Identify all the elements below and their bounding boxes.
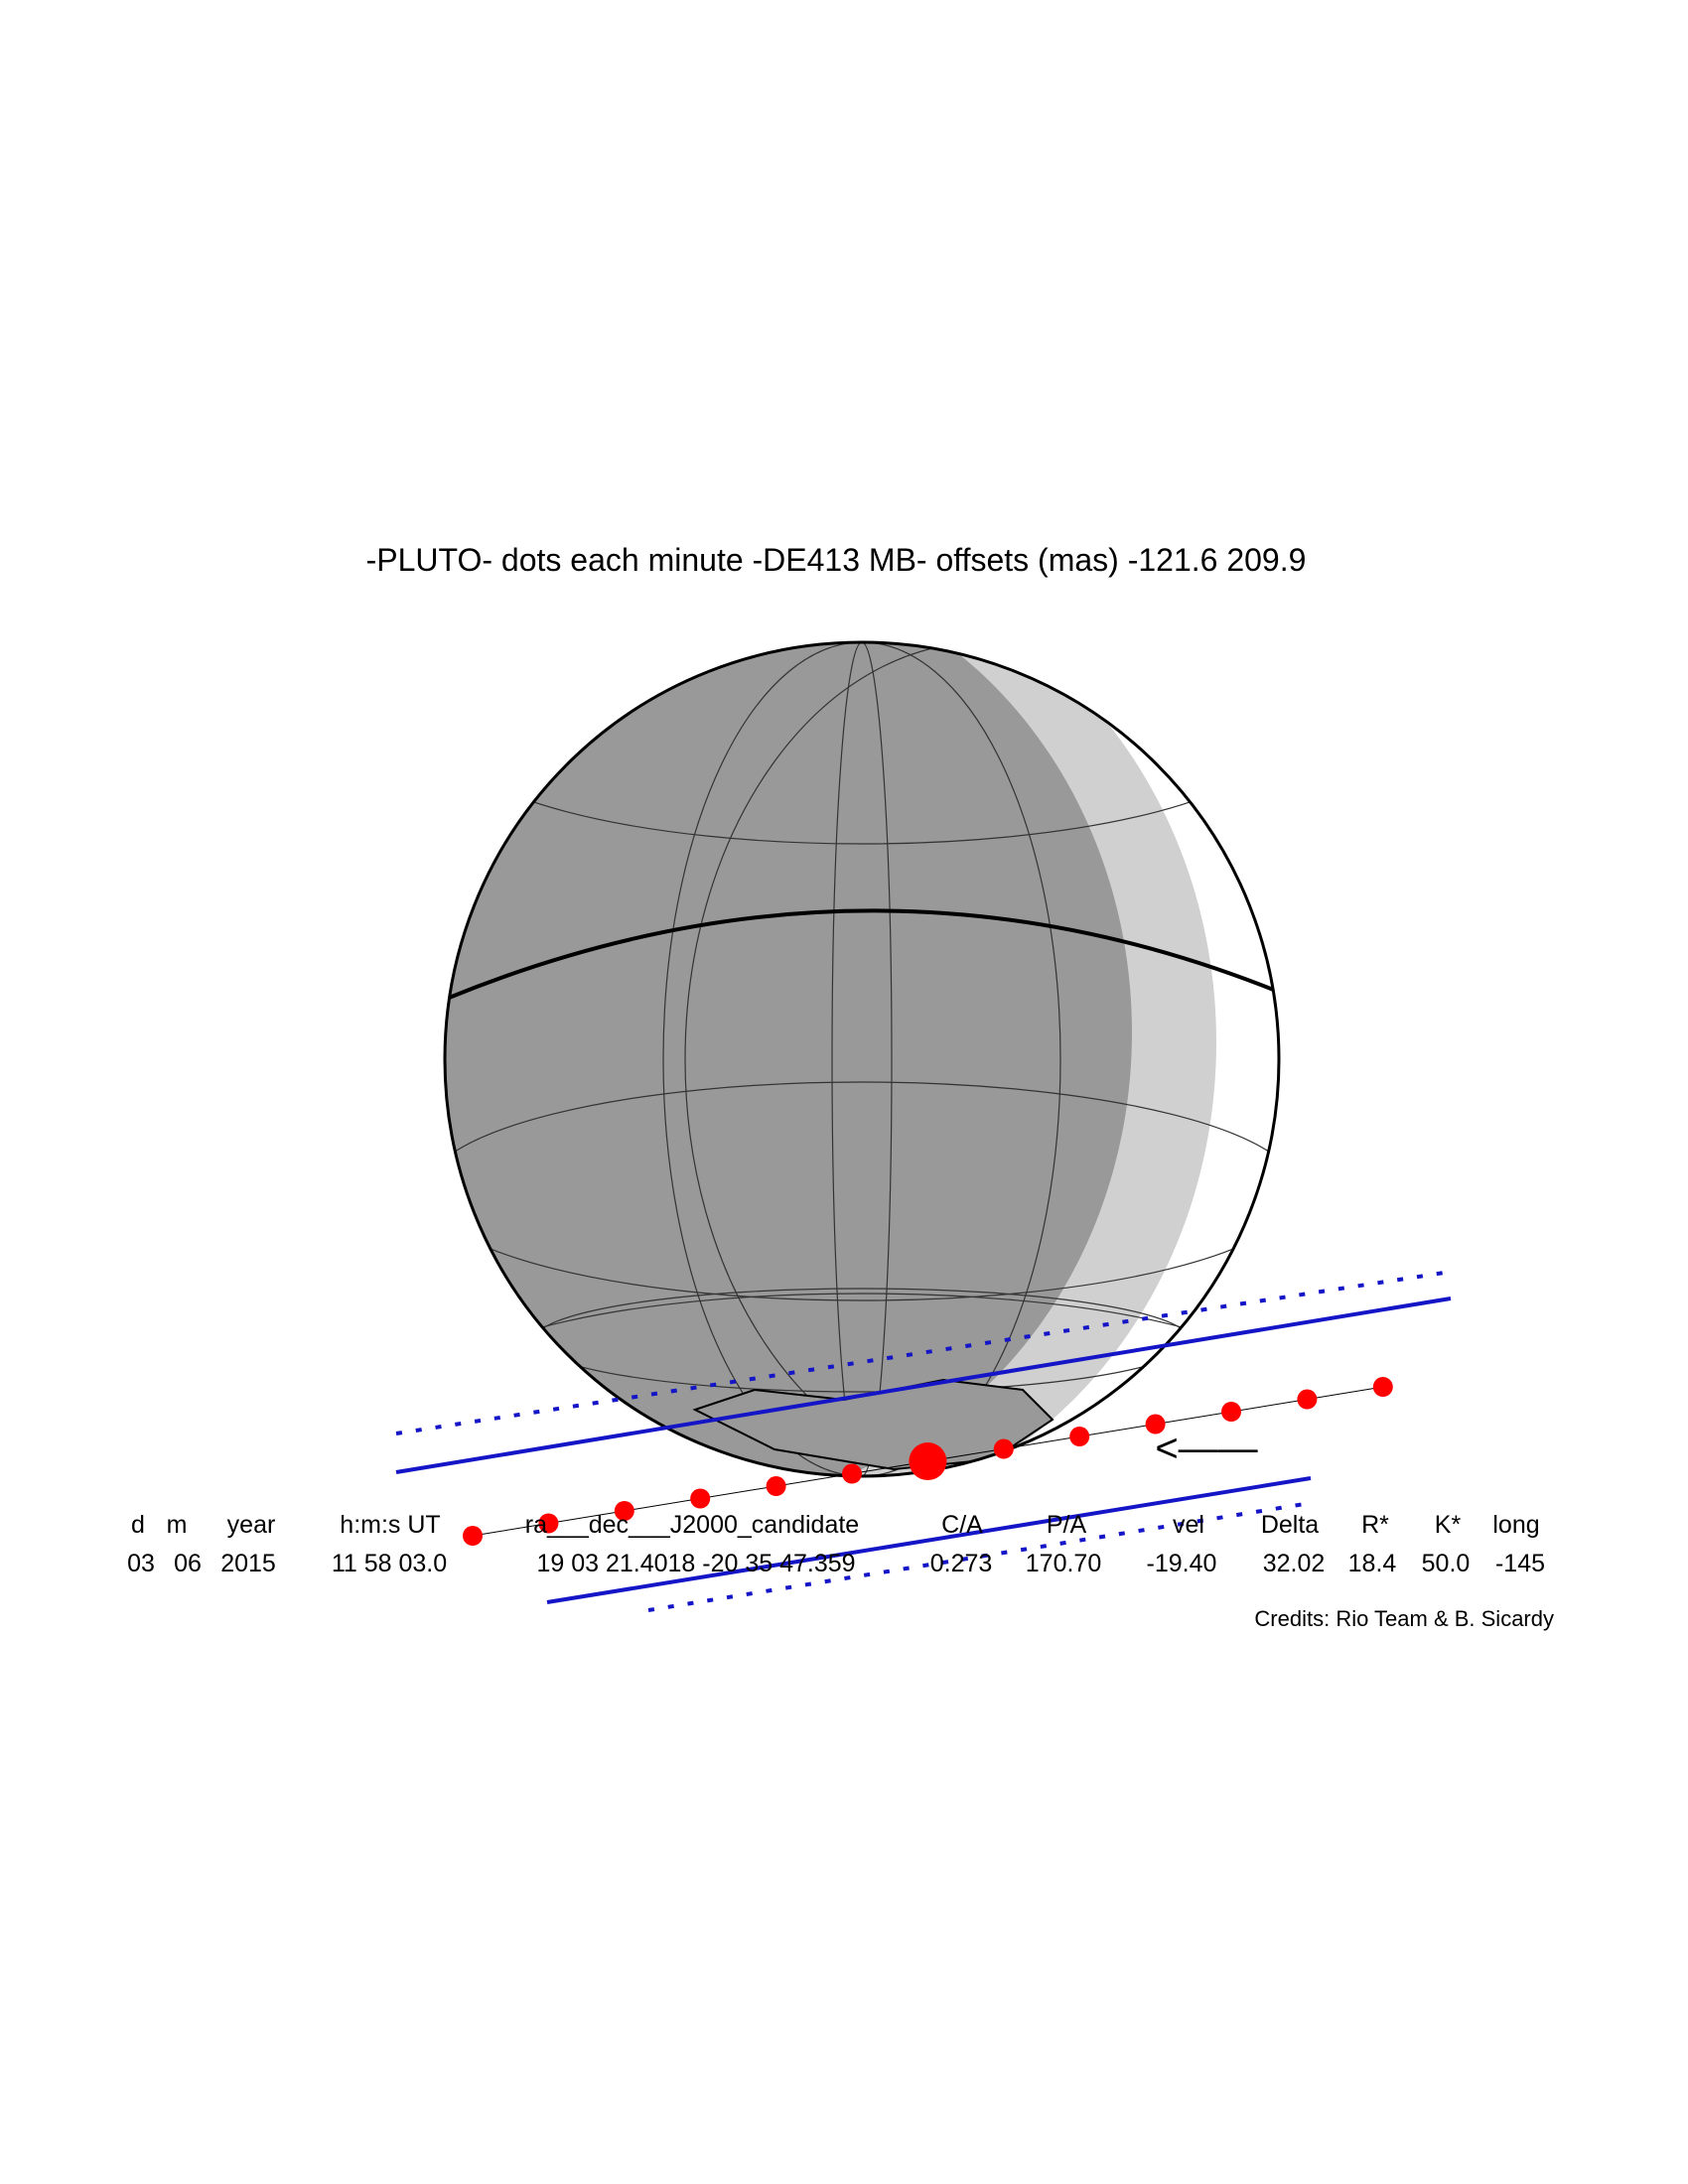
minute-dot [1297,1389,1318,1410]
table-value: 50.0 [1422,1550,1471,1577]
minute-dot [1372,1377,1393,1398]
minute-dot [766,1476,786,1497]
minute-dots [463,1377,1393,1546]
table-header: P/A [1047,1511,1087,1539]
occultation-dot [909,1442,947,1481]
table-value: 170.70 [1026,1550,1101,1577]
table-value: 03 [127,1550,155,1577]
table-value: 0.273 [930,1550,993,1577]
table-value: 11 58 03.0 [332,1550,447,1577]
table-header: d [131,1511,145,1539]
table-value: 32.02 [1263,1550,1326,1577]
globe [443,640,1281,1478]
shadow-path [395,1270,1452,1612]
table-header: C/A [941,1511,983,1539]
table-value: 18.4 [1348,1550,1397,1577]
direction-arrow: <—— [1155,1427,1257,1470]
minute-dot [1221,1402,1241,1423]
table-value: -145 [1495,1550,1545,1577]
table-value: -19.40 [1147,1550,1217,1577]
minute-dot [690,1488,711,1509]
table-header: m [167,1511,188,1539]
event-table: d m year h:m:s UT ra___dec___J2000_candidate… [127,1511,1545,1577]
title: -PLUTO- dots each minute -DE413 MB- offs… [366,542,1307,578]
minute-dot [1145,1414,1166,1434]
table-header: long [1492,1511,1539,1539]
minute-dot [538,1513,559,1534]
minute-dot [614,1501,634,1522]
credits: Credits: Rio Team & B. Sicardy [1254,1606,1554,1631]
minute-dot [463,1526,483,1546]
table-header: h:m:s UT [340,1511,440,1539]
table-value: 19 03 21.4018 -20 35 47.359 [536,1550,855,1577]
table-header: vel [1173,1511,1204,1539]
table-header: K* [1435,1511,1462,1539]
minute-dot [842,1463,862,1484]
minute-dot [993,1438,1014,1459]
table-header: Delta [1261,1511,1319,1539]
table-header: R* [1361,1511,1389,1539]
table-header: ra___dec___J2000_candidate [525,1511,859,1539]
table-value: 06 [174,1550,202,1577]
table-value: 2015 [220,1550,276,1577]
table-header: year [227,1511,276,1539]
minute-dot [1069,1427,1090,1447]
